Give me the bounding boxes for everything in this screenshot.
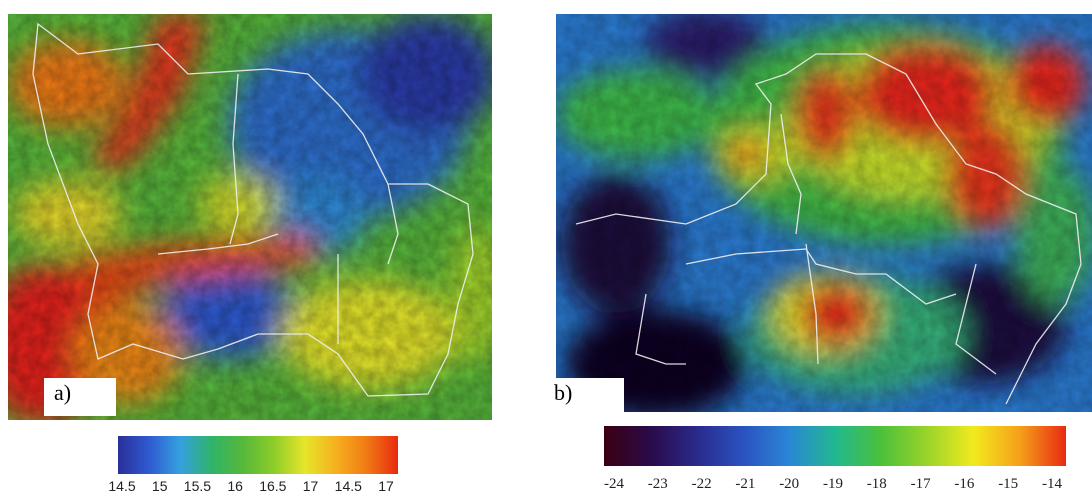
colorbar-tick-label: 17 — [378, 478, 394, 494]
map-a-image — [8, 14, 492, 420]
colorbar-tick-label: -17 — [910, 476, 931, 492]
colorbar-tick-label: 14.5 — [108, 478, 136, 494]
colorbar-tick-label: -22 — [691, 476, 712, 492]
colorbar-tick-label: -23 — [647, 476, 668, 492]
colorbar-tick-label: 15 — [151, 478, 168, 494]
map-a — [8, 14, 492, 420]
colorbar-tick-label: -18 — [866, 476, 887, 492]
panel-b-label: b) — [544, 378, 624, 416]
colorbar-tick-label: 15.5 — [183, 478, 212, 494]
colorbar-tick-label: -24 — [604, 476, 624, 492]
panel-a-label: a) — [44, 378, 116, 416]
colorbar-tick-label: 14.5 — [334, 478, 362, 494]
colorbar-a — [118, 436, 398, 474]
colorbar-b-ticks: -24 -23 -22 -21 -20 -19 -18 -17 -16 -15 -14 — [604, 476, 1066, 496]
map-b-image — [556, 14, 1092, 412]
colorbar-tick-label: -16 — [954, 476, 975, 492]
map-b — [556, 14, 1092, 412]
colorbar-tick-label: 17 — [302, 478, 319, 494]
colorbar-tick-label: -20 — [779, 476, 800, 492]
colorbar-tick-label: 16 — [227, 478, 243, 494]
colorbar-tick-label: -15 — [998, 476, 1019, 492]
colorbar-a-ticks: 14.5 15 15.5 16 16.5 17 14.5 17 — [108, 478, 398, 498]
colorbar-b — [604, 426, 1066, 466]
colorbar-tick-label: -19 — [823, 476, 843, 492]
colorbar-tick-label: -21 — [735, 476, 756, 492]
colorbar-tick-label: 16.5 — [259, 478, 287, 494]
colorbar-tick-label: -14 — [1042, 476, 1062, 492]
